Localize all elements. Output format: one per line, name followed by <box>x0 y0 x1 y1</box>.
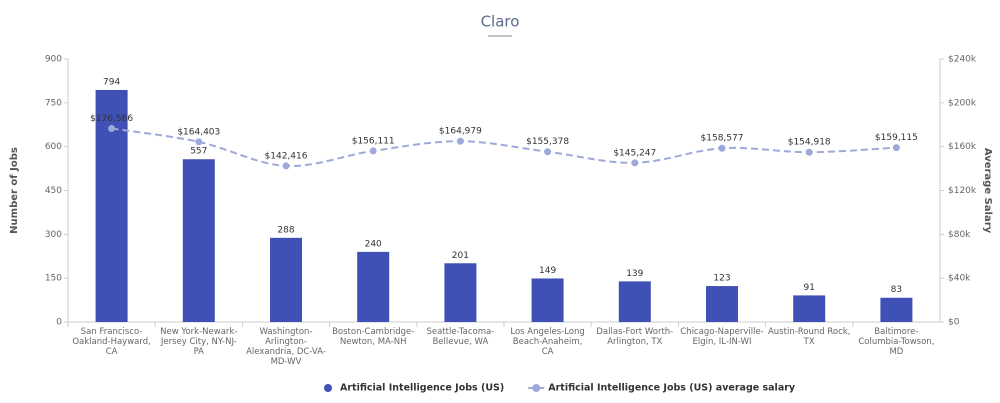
y-tick-label: 150 <box>45 274 62 284</box>
salary-value-label: $145,247 <box>613 148 656 158</box>
y2-tick-label: $240k <box>948 55 977 65</box>
salary-value-label: $176,566 <box>90 114 133 124</box>
bar <box>182 159 215 322</box>
salary-value-label: $159,115 <box>875 133 918 143</box>
salary-value-label: $164,403 <box>177 127 220 137</box>
bar <box>270 237 302 322</box>
x-tick-label: San Francisco-Oakland-Hayward, CA <box>72 327 151 357</box>
salary-point <box>195 138 203 146</box>
y-tick-label: 900 <box>45 55 62 65</box>
bar <box>95 89 128 322</box>
salary-point <box>456 137 464 145</box>
bar-value-label: 83 <box>891 285 902 295</box>
salary-point <box>718 144 726 152</box>
legend-label: Artificial Intelligence Jobs (US) averag… <box>548 383 796 394</box>
x-tick-label: Baltimore-Columbia-Towson, MD <box>858 327 935 357</box>
salary-value-label: $156,111 <box>352 136 395 146</box>
salary-point <box>892 144 900 152</box>
bar-value-label: 139 <box>626 269 643 279</box>
x-tick-label: New York-Newark-Jersey City, NY-NJ-PA <box>160 327 238 357</box>
bar-value-label: 557 <box>190 147 207 157</box>
bar <box>531 278 564 322</box>
y2-tick-label: $160k <box>948 142 977 152</box>
y-tick-label: 300 <box>45 230 62 240</box>
y-tick-label: 600 <box>45 142 62 152</box>
salary-point <box>805 148 813 156</box>
bar-value-label: 794 <box>103 77 120 87</box>
bar <box>880 297 913 322</box>
salary-point <box>282 162 290 170</box>
salary-value-label: $158,577 <box>701 134 744 144</box>
salary-value-label: $154,918 <box>788 138 831 148</box>
x-tick-label: Boston-Cambridge-Newton, MA-NH <box>332 327 415 347</box>
salary-value-label: $142,416 <box>265 151 308 161</box>
bar-value-label: 240 <box>365 239 382 249</box>
bar <box>706 286 738 322</box>
legend-marker <box>324 384 332 392</box>
bar-value-label: 91 <box>803 283 814 293</box>
salary-point <box>108 125 116 133</box>
bar <box>444 263 477 322</box>
bar-value-label: 288 <box>277 225 294 235</box>
x-tick-label: Chicago-Naperville-Elgin, IL-IN-WI <box>680 327 764 347</box>
salary-point <box>544 148 552 156</box>
legend-label: Artificial Intelligence Jobs (US) <box>340 383 504 394</box>
y2-tick-label: $40k <box>948 274 971 284</box>
y2-tick-label: $0 <box>948 318 960 328</box>
y-tick-label: 450 <box>45 186 62 196</box>
x-tick-label: Austin-Round Rock, TX <box>767 327 851 347</box>
x-tick-label: Seattle-Tacoma-Bellevue, WA <box>426 327 495 347</box>
salary-point <box>631 159 639 167</box>
bar <box>357 251 390 322</box>
x-tick-label: Washington-Arlington-Alexandria, DC-VA-M… <box>246 327 326 367</box>
x-tick-label: Los Angeles-Long Beach-Anaheim, CA <box>510 327 585 357</box>
bar <box>618 281 651 322</box>
y-tick-label: 0 <box>56 318 62 328</box>
y2-tick-label: $120k <box>948 186 977 196</box>
y-tick-label: 750 <box>45 98 62 108</box>
bar-value-label: 149 <box>539 266 556 276</box>
salary-value-label: $155,378 <box>526 137 569 147</box>
logo: Claro <box>481 13 520 31</box>
legend-marker <box>532 384 541 392</box>
salary-point <box>369 147 377 155</box>
salary-value-label: $164,979 <box>439 127 482 137</box>
y-axis-title: Number of Jobs <box>9 147 20 234</box>
salary-line <box>111 127 897 167</box>
bar-value-label: 201 <box>452 251 469 261</box>
y2-axis-title: Average Salary <box>982 148 993 234</box>
y2-tick-label: $80k <box>948 230 971 240</box>
bar <box>793 295 826 322</box>
y2-tick-label: $200k <box>948 98 977 108</box>
x-tick-label: Dallas-Fort Worth-Arlington, TX <box>596 327 674 347</box>
bar-value-label: 123 <box>713 274 730 284</box>
